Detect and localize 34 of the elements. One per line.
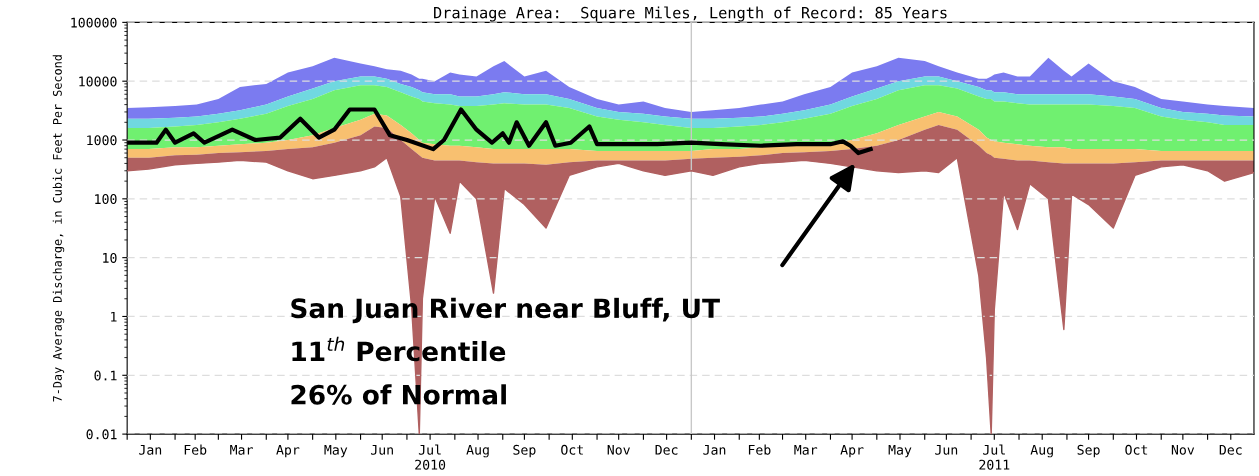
x-tick-label: Jul 2010 [415, 444, 446, 470]
y-tick-label: 0.1 [94, 370, 117, 381]
x-tick-label: Oct [1125, 444, 1148, 455]
y-tick-label: 100 [95, 194, 117, 205]
x-tick-label: May [324, 445, 348, 458]
y-tick-label: 100000 [71, 17, 117, 28]
x-tick-label: Feb [184, 444, 207, 455]
y-tick-label: 0.01 [86, 429, 117, 440]
y-axis-title: 7-Day Average Discharge, in Cubic Feet Per Second [52, 55, 65, 402]
chart-title: Drainage Area: Square Miles, Length of Record: 85 Years [434, 6, 947, 22]
y-tick-label: 10 [103, 252, 117, 263]
y-tick-label: 1000 [87, 135, 117, 146]
x-tick-label: Feb [748, 444, 771, 455]
x-tick-label: Aug [1030, 444, 1053, 458]
x-tick-label: Jan [139, 445, 162, 455]
x-tick-label: Apr [840, 445, 864, 458]
x-tick-label: Dec [655, 445, 678, 455]
x-tick-label: Apr [276, 445, 300, 458]
x-tick-label: Nov [607, 445, 630, 455]
x-tick-label: Jul 2011 [979, 444, 1010, 470]
x-tick-label: Nov [1171, 445, 1195, 455]
x-tick-label: Aug [466, 444, 489, 458]
x-tick-label: Mar [230, 445, 253, 455]
y-tick-label: 1 [111, 311, 117, 322]
x-tick-label: Sep [1077, 444, 1100, 458]
x-tick-label: Sep [513, 444, 536, 458]
x-tick-label: Jun [935, 445, 958, 455]
x-tick-label: Oct [561, 444, 583, 455]
x-tick-label: Jan [703, 445, 726, 455]
x-tick-label: Dec [1219, 445, 1242, 455]
y-tick-label: 10000 [79, 76, 117, 87]
x-tick-label: Mar [794, 445, 818, 455]
x-tick-label: May [888, 445, 912, 458]
x-tick-label: Jun [370, 445, 393, 455]
